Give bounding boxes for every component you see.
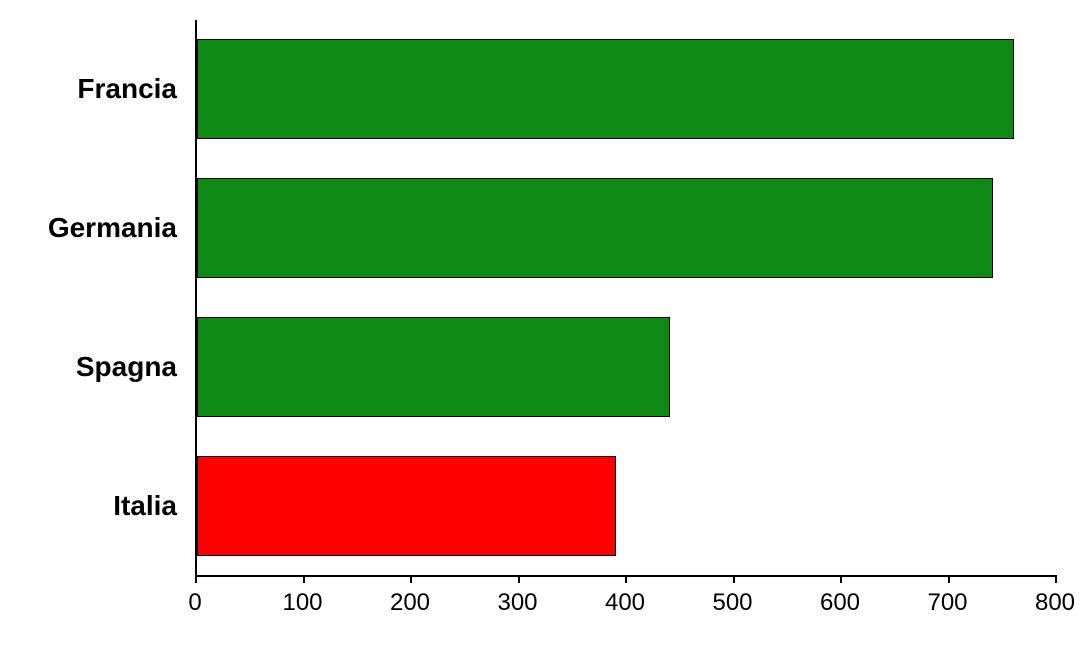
x-axis-tick: [625, 575, 627, 583]
y-axis-label: Italia: [113, 490, 177, 522]
y-axis-label: Germania: [48, 212, 177, 244]
horizontal-bar-chart: Francia Germania Spagna Italia 0 100 200 300 400…: [0, 0, 1089, 658]
x-axis-tick: [303, 575, 305, 583]
x-axis-tick-label: 600: [820, 589, 860, 617]
x-axis-tick-label: 800: [1035, 589, 1075, 617]
x-axis-tick-label: 0: [188, 589, 201, 617]
x-axis-tick: [733, 575, 735, 583]
x-axis-tick-label: 400: [605, 589, 645, 617]
x-axis-tick-label: 500: [712, 589, 752, 617]
bar-germania: [197, 178, 993, 278]
x-axis-tick: [410, 575, 412, 583]
x-axis-tick-label: 200: [390, 589, 430, 617]
x-axis-tick: [195, 575, 197, 583]
bar-francia: [197, 39, 1014, 139]
x-axis-tick: [840, 575, 842, 583]
x-axis-tick: [948, 575, 950, 583]
bar-spagna: [197, 317, 670, 417]
y-axis-label: Francia: [77, 73, 177, 105]
x-axis-tick: [518, 575, 520, 583]
y-axis-label: Spagna: [76, 351, 177, 383]
bar-italia: [197, 456, 616, 556]
x-axis-tick-label: 100: [282, 589, 322, 617]
x-axis-tick: [1055, 575, 1057, 583]
x-axis-tick-label: 700: [927, 589, 967, 617]
x-axis-tick-label: 300: [497, 589, 537, 617]
